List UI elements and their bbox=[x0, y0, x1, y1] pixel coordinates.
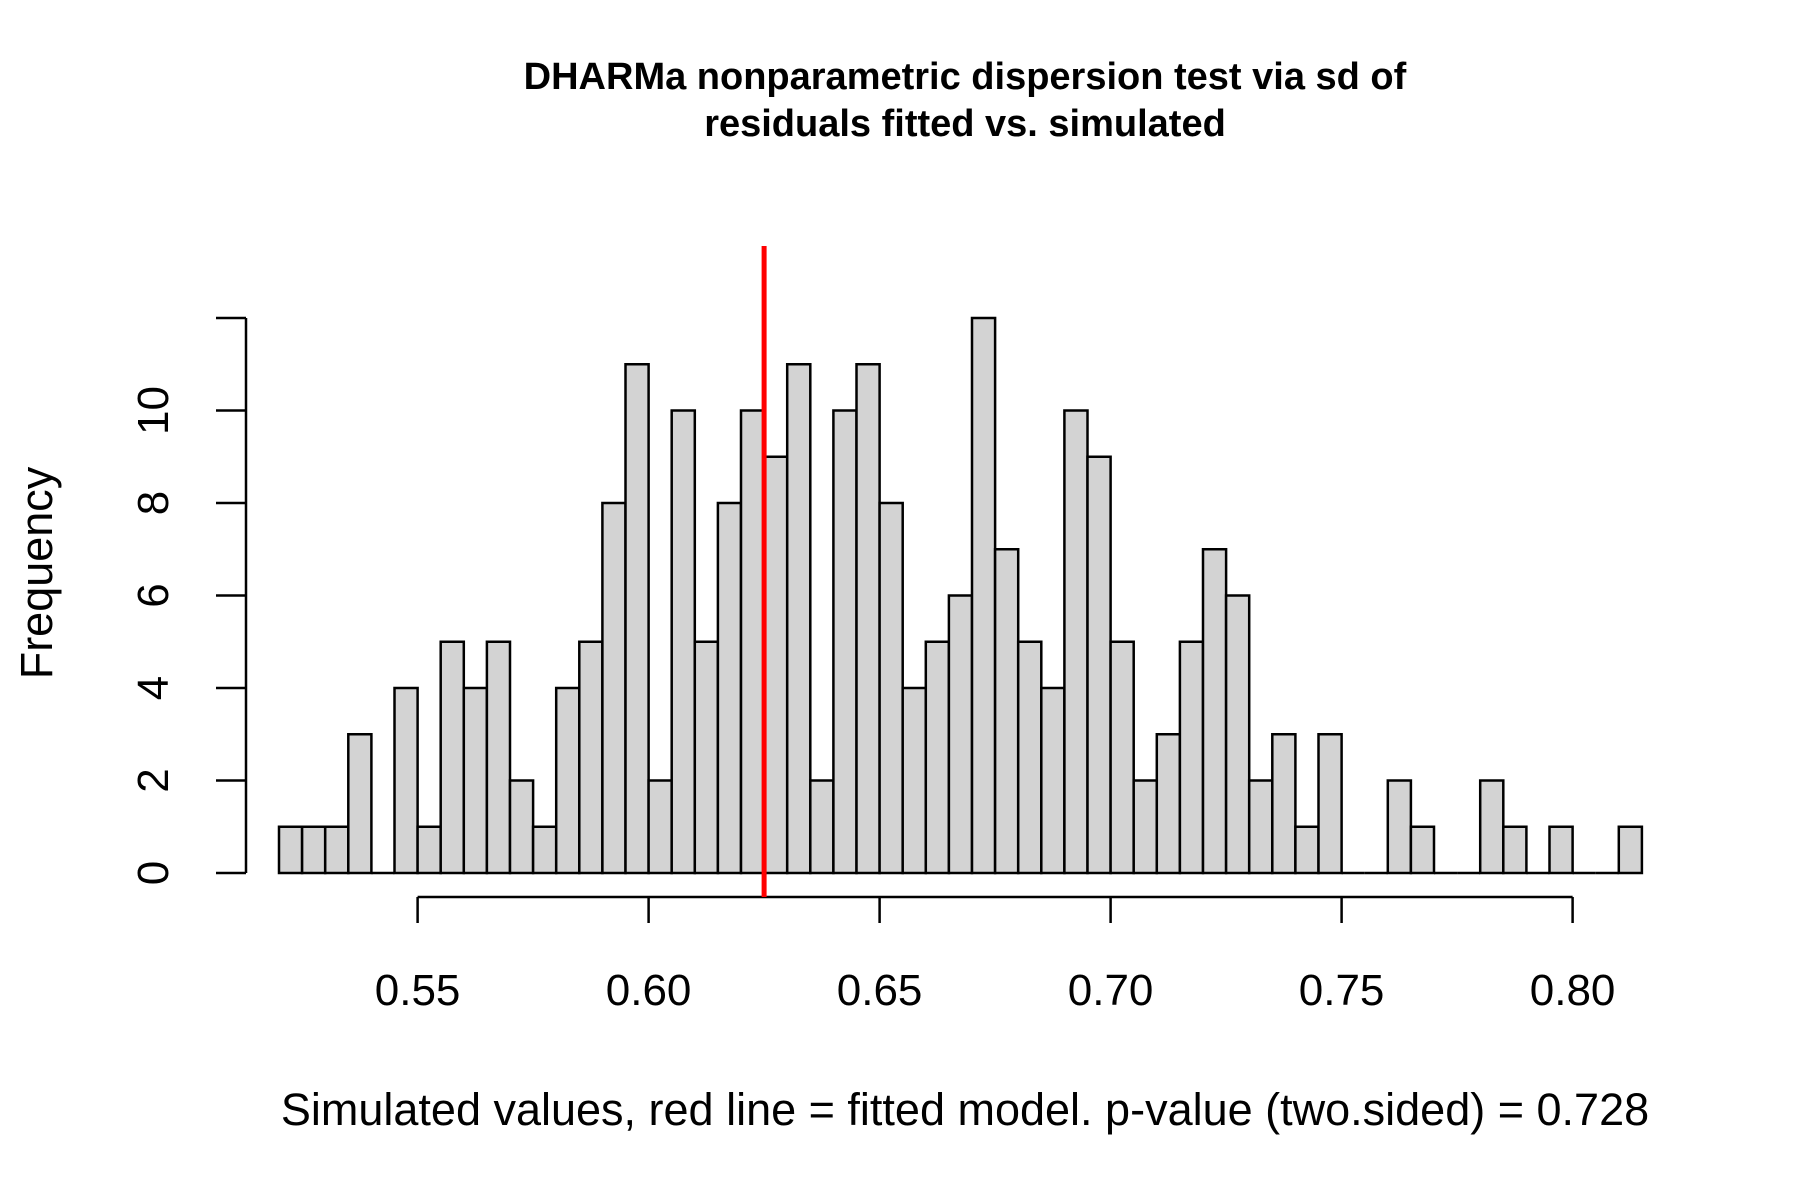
histogram-bar bbox=[601, 501, 627, 875]
histogram-bar bbox=[578, 640, 604, 875]
histogram-bar bbox=[924, 640, 951, 875]
histogram-bar bbox=[878, 501, 904, 875]
y-tick-label: 6 bbox=[129, 583, 178, 607]
y-axis: 0 2 4 6 8 10 bbox=[129, 316, 248, 885]
histogram-bar bbox=[1247, 779, 1274, 875]
histogram-bar bbox=[1155, 733, 1182, 875]
histogram-bar bbox=[323, 825, 350, 875]
x-tick-label: 0.55 bbox=[375, 966, 461, 1015]
histogram-bar bbox=[947, 594, 974, 875]
histogram-bar bbox=[1386, 779, 1413, 875]
histogram-bar bbox=[901, 686, 928, 875]
histogram-bar bbox=[809, 779, 835, 875]
histogram-bar bbox=[1178, 640, 1205, 875]
histogram-bar bbox=[508, 779, 535, 875]
histogram-bar bbox=[1271, 733, 1297, 875]
histogram-bar bbox=[277, 825, 304, 875]
histogram-bar bbox=[1201, 548, 1228, 875]
histogram-bar bbox=[647, 779, 673, 875]
x-tick-label: 0.80 bbox=[1530, 966, 1616, 1015]
x-tick-label: 0.65 bbox=[837, 966, 923, 1015]
histogram-bar bbox=[1063, 409, 1089, 875]
x-tick-label: 0.60 bbox=[606, 966, 692, 1015]
histogram-bar bbox=[347, 733, 373, 875]
histogram-bar bbox=[993, 548, 1020, 875]
x-tick-label: 0.70 bbox=[1068, 966, 1154, 1015]
x-tick-label: 0.75 bbox=[1299, 966, 1385, 1015]
histogram-bar bbox=[1317, 733, 1343, 875]
histogram-bar bbox=[1016, 640, 1043, 875]
histogram-bar bbox=[832, 409, 858, 875]
histogram-bar bbox=[970, 316, 997, 875]
histogram-bar bbox=[1109, 640, 1135, 875]
histogram-bar bbox=[716, 501, 743, 875]
histogram-bars bbox=[277, 316, 1644, 875]
y-tick-label: 8 bbox=[129, 491, 178, 515]
histogram-bar bbox=[785, 363, 812, 875]
histogram-bar bbox=[1478, 779, 1505, 875]
y-tick-label: 0 bbox=[129, 861, 178, 885]
histogram-bar bbox=[300, 825, 327, 875]
y-tick-label: 4 bbox=[129, 676, 178, 700]
histogram-bar bbox=[1617, 825, 1644, 875]
histogram-bar bbox=[1040, 686, 1066, 875]
y-tick-label: 2 bbox=[129, 768, 178, 792]
histogram-bar bbox=[1294, 825, 1320, 875]
histogram-bar bbox=[485, 640, 512, 875]
histogram-bar bbox=[439, 640, 466, 875]
histogram-bar bbox=[1132, 779, 1159, 875]
chart-title-line1: DHARMa nonparametric dispersion test via… bbox=[524, 56, 1407, 98]
histogram-bar bbox=[1548, 825, 1574, 875]
y-tick-label: 10 bbox=[129, 386, 178, 435]
histogram-bar bbox=[531, 825, 558, 875]
x-axis: 0.55 0.60 0.65 0.70 0.75 0.80 bbox=[375, 895, 1616, 1015]
histogram-bar bbox=[1409, 825, 1436, 875]
y-axis-label: Frequency bbox=[11, 466, 62, 679]
histogram-bar bbox=[693, 640, 720, 875]
histogram-bar bbox=[624, 363, 650, 875]
histogram-bar bbox=[855, 363, 881, 875]
histogram-bar bbox=[739, 409, 766, 875]
histogram-bar bbox=[554, 686, 581, 875]
histogram-bar bbox=[670, 409, 697, 875]
histogram-bar bbox=[1224, 594, 1251, 875]
x-axis-label: Simulated values, red line = fitted mode… bbox=[281, 1084, 1649, 1135]
histogram-bar bbox=[393, 686, 419, 875]
histogram-bar bbox=[762, 455, 789, 875]
histogram-bar bbox=[416, 825, 442, 875]
chart-title-line2: residuals fitted vs. simulated bbox=[704, 103, 1226, 145]
histogram-bar bbox=[462, 686, 489, 875]
histogram-bar bbox=[1086, 455, 1112, 875]
histogram-bar bbox=[1502, 825, 1528, 875]
